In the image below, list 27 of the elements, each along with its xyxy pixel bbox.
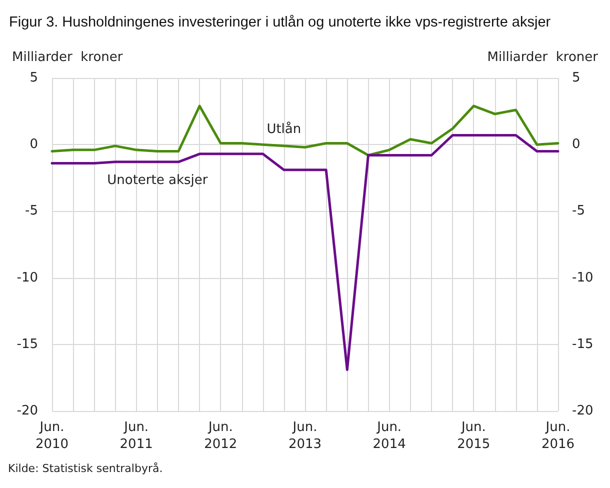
line-series	[50, 134, 560, 371]
x-tick-label: Jun. 2015	[457, 420, 490, 452]
y-tick-label: -20	[16, 404, 38, 418]
y2-tick-label: 5	[572, 70, 580, 86]
y-tick-label: -5	[25, 204, 38, 219]
series-label: Utlån	[266, 120, 302, 137]
y-tick-label: -15	[16, 336, 38, 352]
x-tick-label: Jun. 2011	[120, 420, 153, 452]
line-series	[50, 104, 560, 157]
y2-tick-label: -15	[572, 336, 594, 352]
y-tick-label: 0	[30, 137, 38, 152]
y-axis-title: Milliarder kroner	[12, 50, 124, 65]
y2-tick-label: 0	[572, 137, 580, 152]
x-tick-label: Jun. 2010	[35, 420, 69, 452]
x-tick-label: Jun. 2016	[541, 420, 575, 452]
y2-axis-title: Milliarder kroner	[487, 50, 599, 65]
y2-tick-label: -10	[572, 270, 594, 286]
y2-tick-label: -20	[572, 404, 594, 418]
x-tick-label: Jun. 2012	[204, 420, 238, 452]
y-tick-label: -10	[16, 270, 38, 286]
x-tick-label: Jun. 2014	[372, 420, 406, 452]
text: Kilde: Statistisk sentralbyrå.	[8, 462, 163, 475]
y-tick-label: 5	[30, 70, 38, 86]
x-tick-label: Jun. 2013	[288, 420, 322, 452]
chart-title: Figur 3. Husholdningenes investeringer i utlån og unoterte ikke vps-registrerte aksjer	[9, 14, 551, 30]
y2-tick-label: -5	[572, 204, 585, 219]
series-label: Unoterte aksjer	[107, 172, 208, 188]
